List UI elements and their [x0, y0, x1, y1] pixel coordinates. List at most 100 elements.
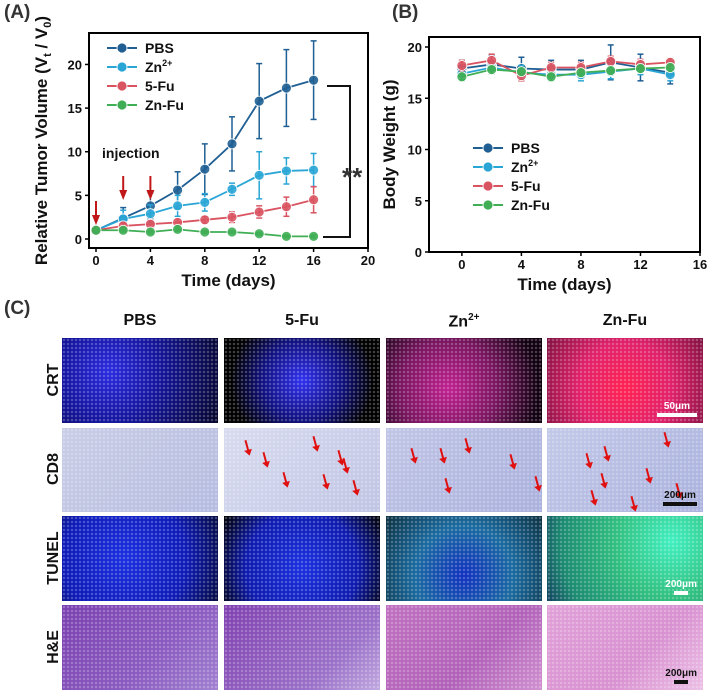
- data-point: [308, 74, 320, 86]
- data-point: [456, 60, 468, 71]
- legend-label: 5-Fu: [145, 78, 175, 94]
- column-header: 5-Fu: [285, 312, 319, 329]
- legend-label: Zn-Fu: [145, 97, 184, 113]
- legend-label: Zn2+: [511, 158, 538, 175]
- data-point: [253, 206, 265, 218]
- legend-marker: [482, 199, 494, 211]
- data-point: [280, 165, 292, 177]
- data-point: [280, 82, 292, 94]
- series-zn-fu: [456, 62, 676, 83]
- scale-bar: 200μm: [663, 490, 697, 506]
- x-tick-label: 16: [693, 257, 707, 272]
- scale-bar-line: [663, 502, 697, 506]
- micrograph-crt-zn2: [386, 338, 542, 423]
- x-tick-label: 20: [361, 253, 375, 268]
- legend-marker: [482, 180, 494, 192]
- column-header: Zn2+: [448, 312, 480, 331]
- significance-label: **: [342, 162, 363, 192]
- injection-arrowhead: [146, 190, 155, 200]
- cd8-marker-arrow: [534, 475, 540, 489]
- cd8-marker-arrow: [322, 473, 328, 487]
- data-point: [199, 226, 211, 238]
- scale-bar: 200μm: [665, 668, 697, 684]
- subscript: 0: [42, 22, 54, 28]
- micrograph-crt-5fu: [224, 338, 380, 423]
- row-header: TUNEL: [45, 530, 62, 585]
- x-tick-label: 8: [201, 253, 208, 268]
- micrograph-cd8-zn2: [386, 428, 542, 512]
- cd8-marker-arrow: [282, 471, 288, 485]
- cd8-marker-arrow: [244, 439, 250, 453]
- cd8-marker-arrow: [645, 467, 651, 481]
- significance-bracket: [323, 85, 351, 238]
- x-axis-label: Time (days): [517, 275, 611, 294]
- data-point: [253, 228, 265, 240]
- data-point: [199, 196, 211, 208]
- x-axis-label: Time (days): [181, 271, 275, 290]
- subscript: t: [42, 53, 54, 57]
- data-point: [545, 62, 557, 73]
- x-tick-label: 12: [252, 253, 266, 268]
- cd8-marker-arrow: [312, 435, 318, 449]
- data-point: [144, 226, 156, 238]
- data-point: [172, 184, 184, 196]
- y-axis-label: Relative Tumor Volume (Vt / V0): [32, 16, 54, 265]
- cd8-marker-arrow: [444, 477, 450, 491]
- cd8-marker-arrow: [603, 445, 609, 459]
- cd8-marker-arrow: [663, 431, 669, 445]
- superscript: 2+: [162, 58, 172, 68]
- data-point: [226, 138, 238, 150]
- column-header: PBS: [123, 312, 157, 329]
- micrograph-tunel-znfu: 200μm: [547, 516, 703, 601]
- plot-frame: [88, 32, 369, 249]
- data-point: [117, 224, 129, 236]
- cd8-marker-arrow: [585, 452, 591, 466]
- y-tick-label: 5: [75, 188, 82, 203]
- scale-bar-line: [657, 413, 697, 417]
- panel-label-b: (B): [392, 2, 419, 23]
- plot-frame: [428, 36, 701, 253]
- cd8-marker-arrow: [464, 437, 470, 451]
- data-point: [253, 169, 265, 181]
- data-point: [253, 95, 265, 107]
- y-tick-label: 0: [75, 232, 82, 247]
- micrograph-crt-znfu: 50μm: [547, 338, 703, 423]
- x-tick-label: 12: [633, 257, 647, 272]
- data-point: [172, 223, 184, 235]
- data-point: [545, 71, 557, 83]
- y-tick-label: 15: [408, 91, 422, 106]
- data-point: [605, 65, 617, 76]
- data-point: [199, 163, 211, 175]
- scale-bar-line: [674, 591, 689, 595]
- scale-bar-label: 50μm: [663, 401, 691, 412]
- scale-bar-line: [674, 680, 689, 684]
- superscript: 2+: [468, 312, 480, 323]
- legend-marker: [482, 161, 494, 173]
- data-point: [90, 224, 102, 236]
- data-point: [308, 230, 320, 242]
- data-point: [280, 201, 292, 213]
- data-point: [308, 164, 320, 176]
- legend-label: 5-Fu: [511, 178, 541, 194]
- cd8-marker-arrow: [337, 449, 343, 463]
- data-point: [280, 230, 292, 242]
- x-tick-label: 4: [147, 253, 155, 268]
- label-part: ): [32, 16, 51, 22]
- injection-label: injection: [102, 145, 160, 161]
- injection-arrowhead: [119, 190, 128, 200]
- data-point: [575, 67, 587, 79]
- cd8-marker-arrow: [410, 447, 416, 461]
- x-tick-label: 16: [306, 253, 320, 268]
- data-point: [199, 214, 211, 226]
- x-tick-label: 8: [577, 257, 584, 272]
- micrograph-he-znfu: 200μm: [547, 605, 703, 690]
- cd8-marker-arrow: [439, 447, 445, 461]
- data-point: [144, 208, 156, 220]
- column-header: Zn-Fu: [602, 312, 648, 329]
- data-point: [516, 66, 527, 77]
- micrograph-tunel-zn2: [386, 516, 542, 601]
- x-tick-label: 0: [458, 257, 465, 272]
- cd8-marker-arrow: [590, 489, 596, 503]
- legend-label: Zn2+: [145, 58, 172, 75]
